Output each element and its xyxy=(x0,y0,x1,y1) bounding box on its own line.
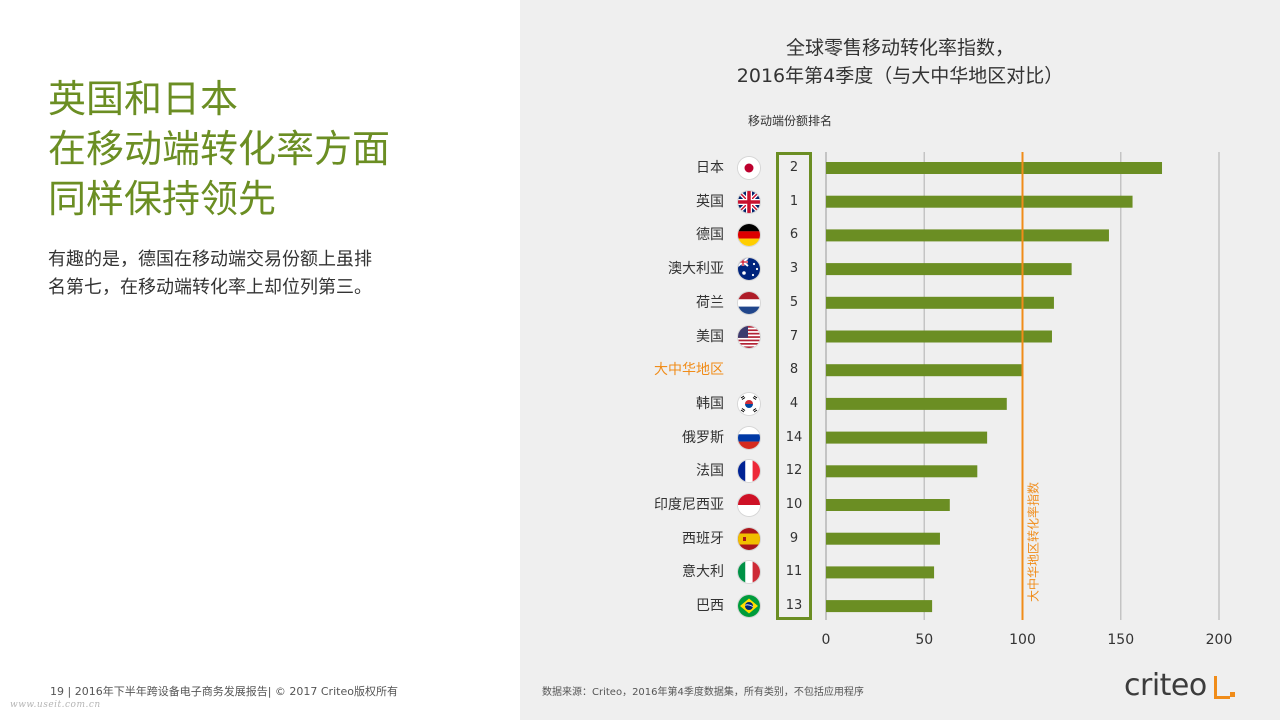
headline-line: 在移动端转化率方面 xyxy=(48,127,391,171)
australia-flag-icon xyxy=(738,258,760,281)
bar-2 xyxy=(826,195,1133,208)
chart-title: 全球零售移动转化率指数， 2016年第4季度（与大中华地区对比） xyxy=(660,34,1140,90)
indonesia-flag-icon xyxy=(738,494,760,516)
rank-value: 5 xyxy=(789,294,799,310)
korea-flag-icon xyxy=(738,392,760,415)
headline: 英国和日本 在移动端转化率方面 同样保持领先 xyxy=(48,74,390,224)
chart-panel xyxy=(520,0,1280,720)
rank-value: 8 xyxy=(789,362,799,378)
bar-1 xyxy=(826,162,1163,174)
logo-bracket-mark xyxy=(1214,676,1230,699)
country-label: 英国 xyxy=(696,193,724,210)
bar-13 xyxy=(826,566,935,579)
bar-6 xyxy=(826,330,1052,343)
country-label: 日本 xyxy=(696,160,724,176)
rank-value: 13 xyxy=(785,598,803,614)
country-label: 法国 xyxy=(696,463,724,480)
bar-7 xyxy=(826,364,1023,377)
rank-column-header: 移动端份额排名 xyxy=(748,114,833,128)
country-label: 美国 xyxy=(696,328,724,345)
country-label: 德国 xyxy=(696,227,724,244)
bar-chart: 0 50 100 150 200 大中华地区转化率指数 xyxy=(822,152,1233,648)
headline-line: 英国和日本 xyxy=(48,77,239,121)
country-label: 韩国 xyxy=(696,395,724,412)
country-label: 俄罗斯 xyxy=(682,429,724,446)
x-tick-label: 200 xyxy=(1206,632,1233,648)
intro-line: 名第七，在移动端转化率上却位列第三。 xyxy=(48,277,372,298)
uk-flag-icon xyxy=(738,190,760,213)
bar-11 xyxy=(826,499,950,511)
country-label: 西班牙 xyxy=(682,530,724,547)
chart-title-line: 全球零售移动转化率指数， xyxy=(785,37,1014,59)
italy-flag-icon xyxy=(738,561,760,584)
bar-8 xyxy=(826,397,1007,410)
country-label: 印度尼西亚 xyxy=(654,497,724,513)
x-tick-label: 0 xyxy=(822,632,831,648)
x-tick-label: 100 xyxy=(1009,632,1036,648)
rank-value: 10 xyxy=(785,497,803,512)
chart-title-line: 2016年第4季度（与大中华地区对比） xyxy=(736,65,1064,87)
rank-value: 2 xyxy=(789,160,799,175)
rank-value: 1 xyxy=(789,193,799,209)
rank-value: 9 xyxy=(789,530,799,546)
france-flag-icon xyxy=(738,460,760,483)
page-footer: 19 | 2016年下半年跨设备电子商务发展报告| © 2017 Criteo版… xyxy=(50,685,398,698)
brazil-flag-icon xyxy=(738,595,760,618)
rank-value: 3 xyxy=(789,261,799,277)
spain-flag-icon xyxy=(738,527,760,550)
netherlands-flag-icon xyxy=(738,291,760,314)
bar-9 xyxy=(826,431,988,444)
rank-value: 6 xyxy=(789,227,799,243)
country-label: 澳大利亚 xyxy=(668,261,724,278)
rank-value: 4 xyxy=(789,395,799,411)
country-label: 巴西 xyxy=(696,598,724,615)
left-panel: 英国和日本 在移动端转化率方面 同样保持领先 有趣的是，德国在移动端交易份额上虽… xyxy=(0,0,520,720)
watermark: www.useit.com.cn xyxy=(10,700,101,710)
headline-line: 同样保持领先 xyxy=(48,177,277,221)
russia-flag-icon xyxy=(738,426,760,449)
intro-text: 有趣的是，德国在移动端交易份额上虽排 名第七，在移动端转化率上却位列第三。 xyxy=(48,246,468,302)
bar-10 xyxy=(826,465,978,478)
bar-5 xyxy=(826,296,1054,309)
rank-value: 7 xyxy=(789,328,799,344)
x-tick-label: 150 xyxy=(1107,632,1134,648)
bar-14 xyxy=(826,600,933,613)
germany-flag-icon xyxy=(738,224,760,247)
rank-value: 12 xyxy=(785,463,803,479)
x-tick-label: 50 xyxy=(915,632,933,648)
reference-line-label: 大中华地区转化率指数 xyxy=(1026,482,1041,602)
data-source-note: 数据来源：Criteo，2016年第4季度数据集，所有类别，不包括应用程序 xyxy=(542,687,864,698)
country-label: 大中华地区 xyxy=(654,362,724,379)
rank-value: 11 xyxy=(785,564,803,580)
logo-dot-mark xyxy=(1230,692,1235,697)
usa-flag-icon xyxy=(738,325,760,348)
bar-4 xyxy=(826,263,1072,276)
country-label: 意大利 xyxy=(682,564,724,581)
criteo-logo: criteo xyxy=(1124,668,1207,703)
country-label: 荷兰 xyxy=(696,294,724,311)
intro-line: 有趣的是，德国在移动端交易份额上虽排 xyxy=(48,249,372,270)
bar-3 xyxy=(826,229,1109,242)
japan-flag-icon xyxy=(738,157,760,179)
rank-value: 14 xyxy=(785,429,803,445)
bar-12 xyxy=(826,532,940,545)
rank-column-frame xyxy=(776,152,812,620)
